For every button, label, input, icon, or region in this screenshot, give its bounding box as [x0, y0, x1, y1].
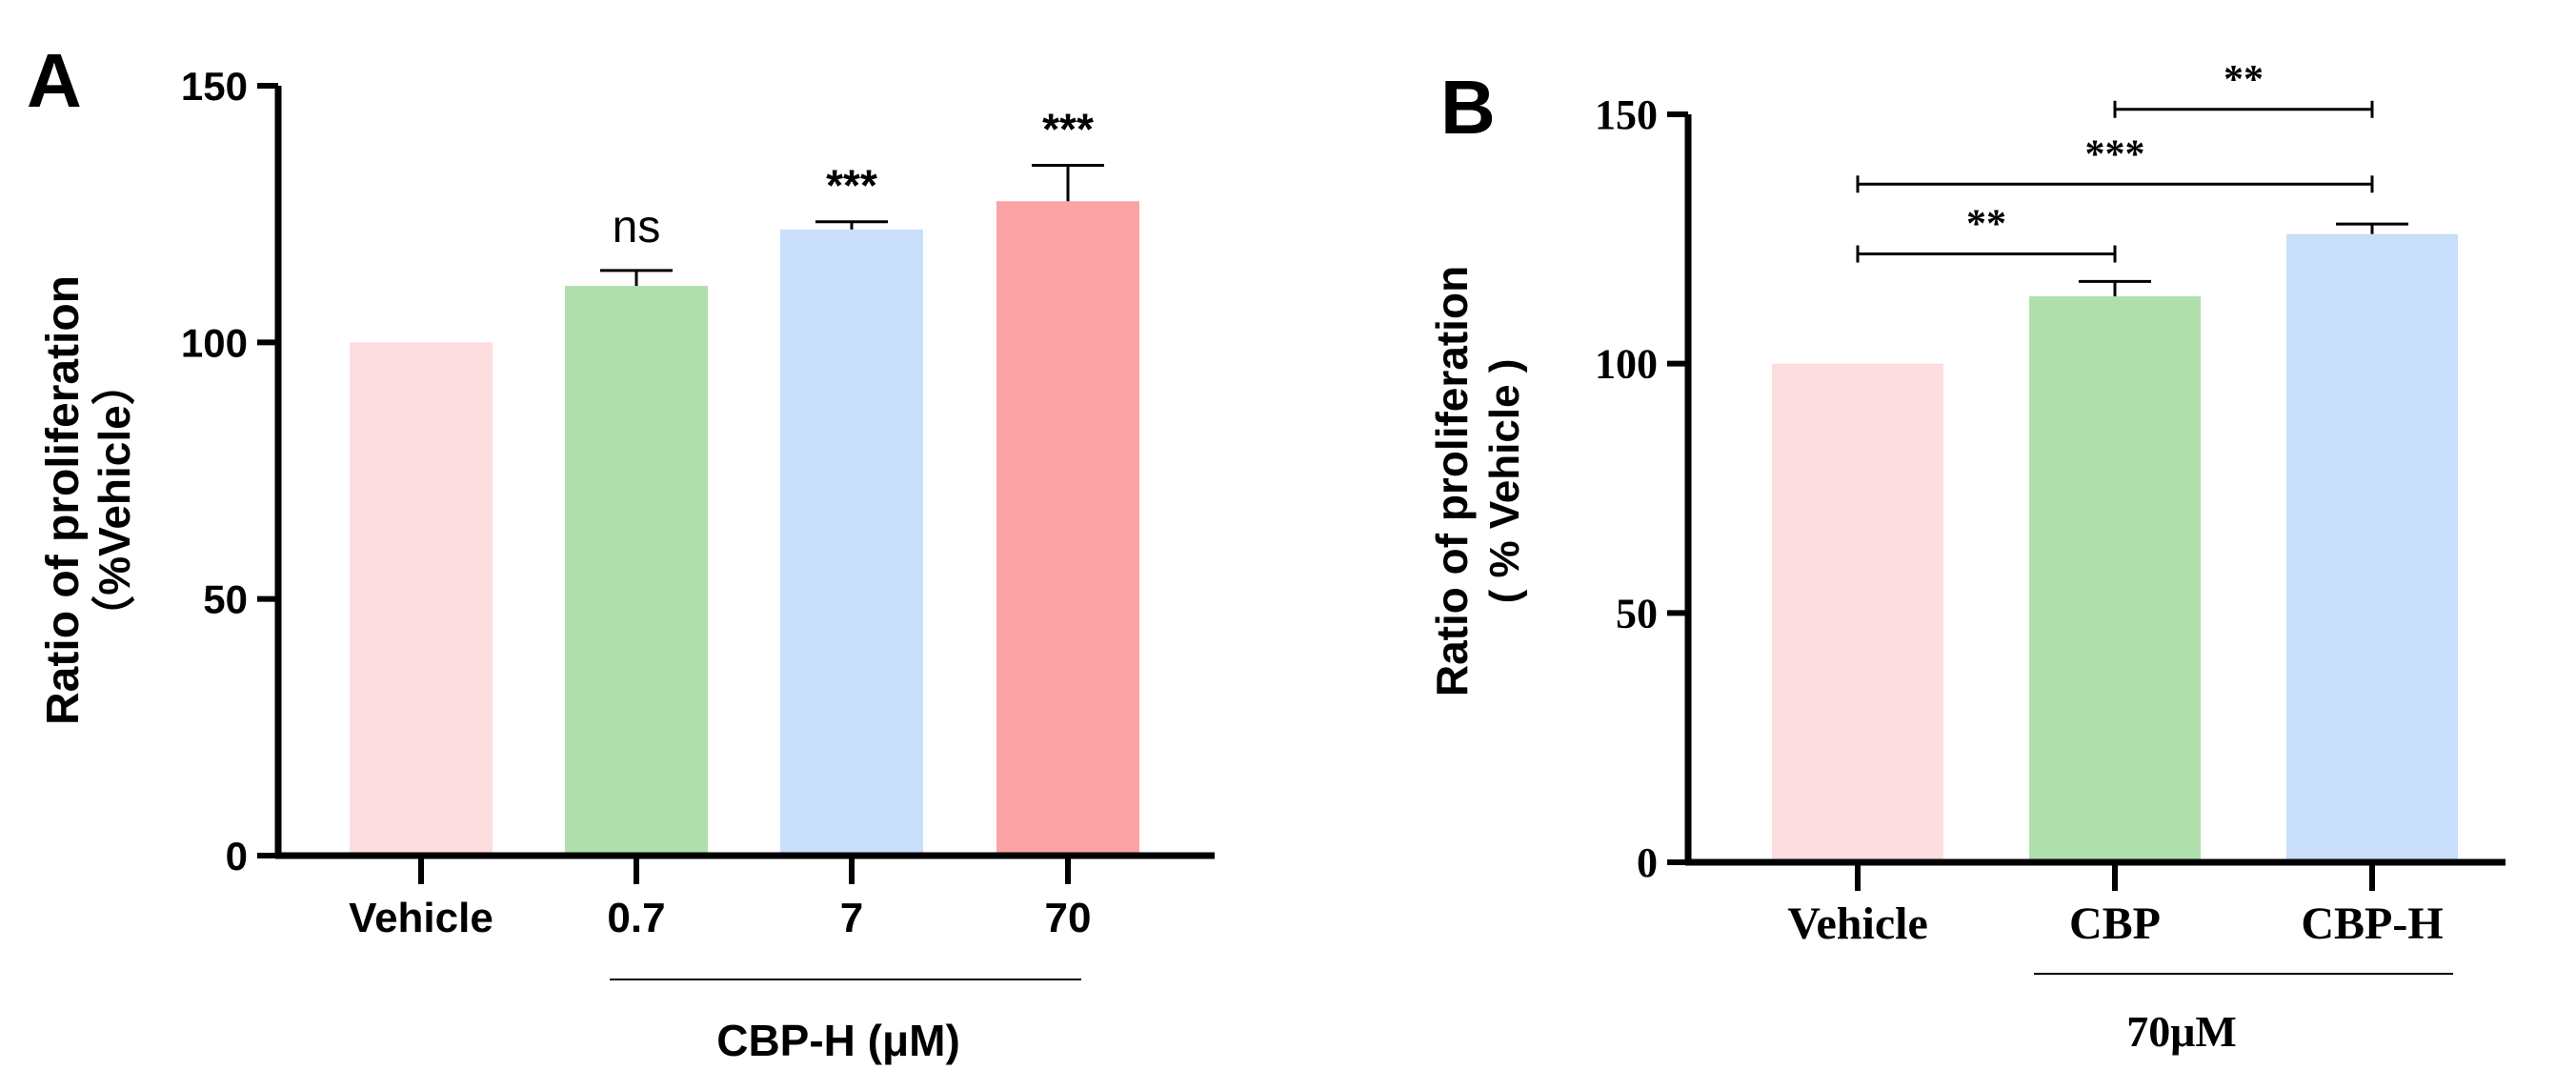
- significance-label: ***: [1042, 104, 1094, 153]
- bar-0-7: [565, 286, 708, 857]
- y-tick-label: 0: [1637, 839, 1658, 886]
- panel-a-ylabel: Ratio of proliferation （%Vehicle）: [38, 275, 139, 725]
- bar-70: [996, 201, 1139, 856]
- x-tick-label: Vehicle: [349, 895, 493, 941]
- y-tick-label: 100: [181, 320, 248, 365]
- y-tick-label: 100: [1595, 341, 1658, 388]
- x-tick-label: 0.7: [607, 895, 665, 941]
- x-tick-label: CBP: [2069, 898, 2161, 949]
- panel-b-ylabel: Ratio of proliferation ( % Vehicle ): [1427, 266, 1528, 696]
- panel-b-letter: B: [1440, 65, 1496, 150]
- panel-b-ylabel-line2: ( % Vehicle ): [1481, 359, 1528, 604]
- y-tick-label: 50: [203, 577, 248, 622]
- panel-b-ylabel-line1: Ratio of proliferation: [1427, 266, 1477, 696]
- bar-cbp-h: [2286, 233, 2458, 863]
- y-tick-label: 50: [1616, 590, 1658, 636]
- panel-b: B Ratio of proliferation ( % Vehicle ) 0…: [1427, 58, 2506, 1056]
- comparison-label: **: [2224, 58, 2264, 102]
- panel-a-ylabel-line2: （%Vehicle）: [90, 361, 139, 638]
- panel-a-ylabel-line1: Ratio of proliferation: [38, 275, 89, 725]
- comparison-label: ***: [2085, 132, 2145, 176]
- panel-a-xlabel: CBP-H (μM): [716, 1016, 960, 1065]
- y-tick-label: 0: [226, 834, 248, 878]
- panel-a-letter: A: [27, 38, 82, 123]
- panel-b-xlabel: 70μM: [2126, 1007, 2237, 1056]
- x-tick-label: CBP-H: [2301, 898, 2443, 949]
- panel-a: A Ratio of proliferation （%Vehicle） 0 50 1…: [27, 38, 1215, 1065]
- bar-7: [780, 229, 923, 856]
- x-tick-label: 7: [840, 895, 863, 941]
- y-tick-label: 150: [1595, 91, 1658, 138]
- comparison-label: **: [1966, 203, 2006, 247]
- significance-label: ***: [826, 161, 877, 211]
- y-tick-label: 150: [181, 64, 248, 109]
- significance-label: ns: [613, 202, 661, 252]
- bar-cbp: [2029, 296, 2201, 862]
- bar-vehicle: [350, 342, 493, 856]
- bar-vehicle: [1772, 363, 1943, 863]
- x-tick-label: 70: [1045, 895, 1092, 941]
- x-tick-label: Vehicle: [1787, 898, 1928, 949]
